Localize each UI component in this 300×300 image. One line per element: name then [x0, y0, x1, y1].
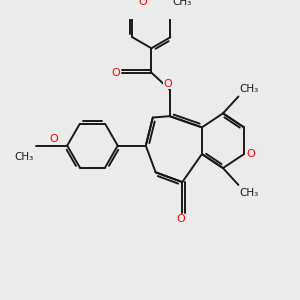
Text: CH₃: CH₃: [240, 84, 259, 94]
Text: CH₃: CH₃: [172, 0, 192, 8]
Text: O: O: [139, 0, 147, 7]
Text: CH₃: CH₃: [240, 188, 259, 198]
Text: O: O: [164, 79, 172, 89]
Text: O: O: [176, 214, 185, 224]
Text: CH₃: CH₃: [14, 152, 34, 162]
Text: O: O: [111, 68, 120, 78]
Text: O: O: [247, 149, 255, 159]
Text: O: O: [50, 134, 58, 145]
